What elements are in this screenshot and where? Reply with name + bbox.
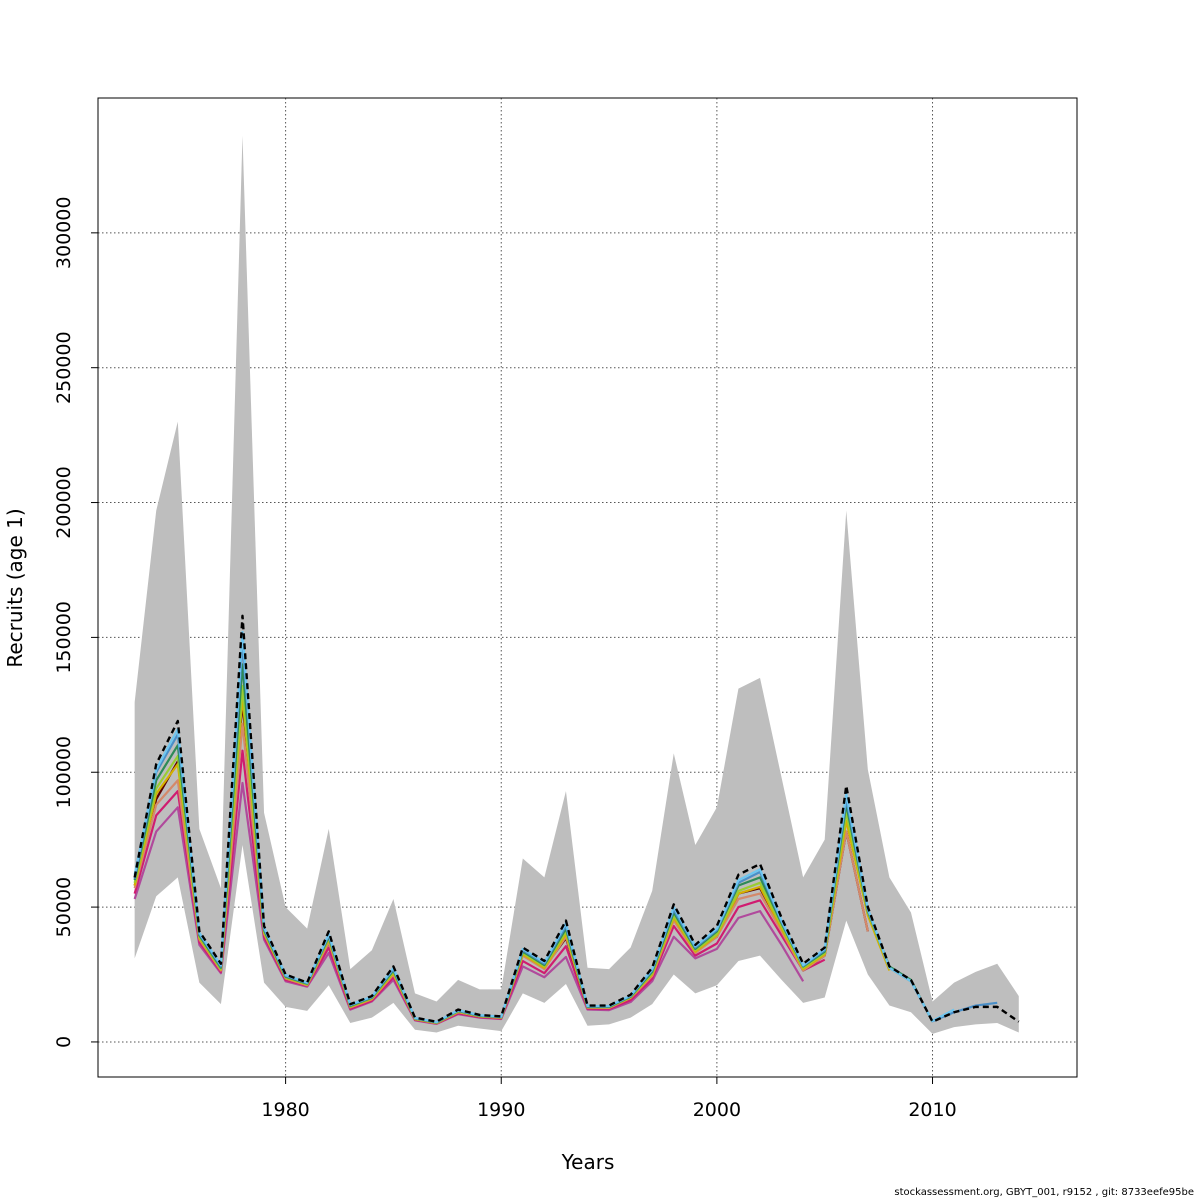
y-tick-label: 0 — [53, 1036, 75, 1048]
y-tick-label: 250000 — [53, 331, 75, 404]
x-tick-label: 1990 — [477, 1099, 525, 1121]
grid-lines — [98, 98, 1077, 1077]
y-axis: 0 50000 100000 150000 200000 250000 300000 — [53, 197, 98, 1048]
series-layer — [133, 614, 1020, 1025]
confidence-band-layer — [134, 135, 1019, 1034]
x-tick-label: 2000 — [693, 1099, 741, 1121]
y-tick-label: 50000 — [53, 877, 75, 937]
x-tick-label: 1980 — [261, 1099, 309, 1121]
y-tick-label: 100000 — [53, 736, 75, 809]
y-axis-title: Recruits (age 1) — [3, 508, 27, 667]
y-tick-label: 200000 — [53, 466, 75, 539]
x-tick-label: 2010 — [908, 1099, 956, 1121]
x-axis-title: Years — [561, 1150, 615, 1174]
y-tick-label: 300000 — [53, 197, 75, 270]
x-axis: 1980 1990 2000 2010 — [261, 1077, 957, 1121]
footer-note: stockassessment.org, GBYT_001, r9152 , g… — [894, 1187, 1194, 1198]
plot-frame — [97, 97, 1078, 1078]
series-line-0 — [133, 614, 1020, 1023]
y-tick-label: 150000 — [53, 601, 75, 674]
confidence-band — [134, 135, 1019, 1034]
